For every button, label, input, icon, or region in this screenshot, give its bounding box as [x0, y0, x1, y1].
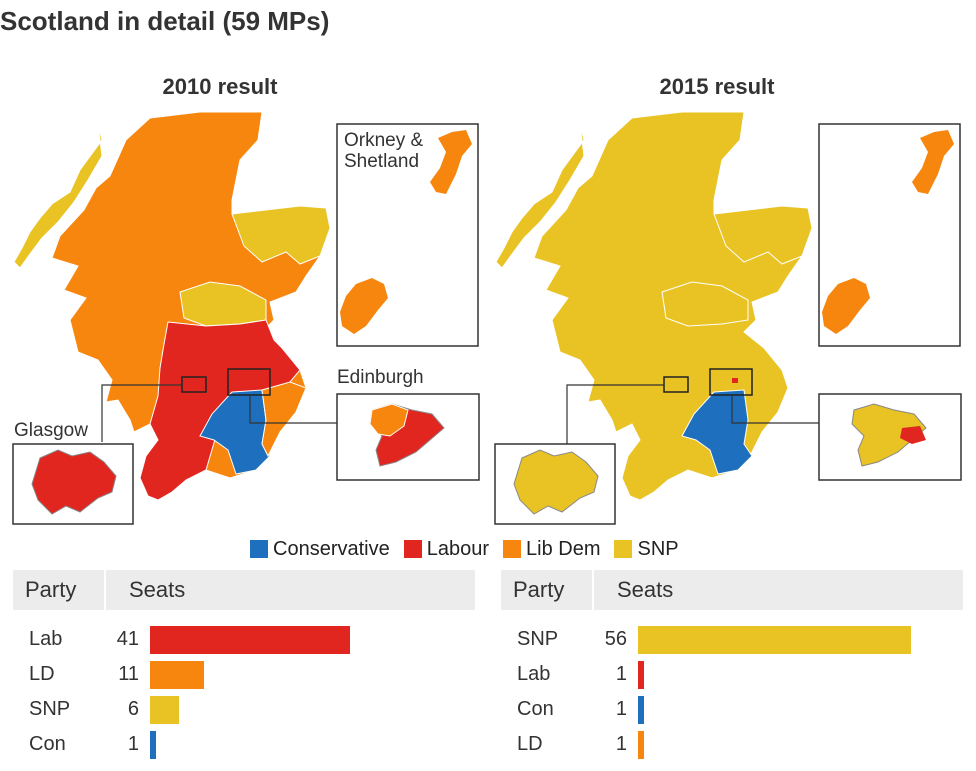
header-party: Party	[25, 577, 77, 602]
map-title-2015: 2015 result	[659, 74, 775, 99]
seats-bar	[638, 696, 644, 724]
row-seats: 56	[604, 628, 627, 650]
row-seats: 1	[615, 663, 627, 685]
page-title: Scotland in detail (59 MPs)	[0, 6, 330, 36]
legend-item-labour: Labour	[403, 537, 489, 561]
legend-swatch	[250, 540, 268, 558]
seats-bar	[150, 696, 180, 724]
table-row: Lab 41	[13, 624, 475, 654]
legend-swatch	[614, 540, 633, 558]
row-party: Lab	[29, 628, 63, 650]
row-seats: 1	[615, 733, 627, 755]
legend-item-snp: SNP	[614, 537, 679, 561]
row-seats: 6	[127, 698, 139, 720]
table-row: SNP 56	[501, 624, 963, 654]
legend-label: Conservative	[273, 537, 390, 560]
row-party: LD	[517, 733, 543, 755]
legend-label: SNP	[637, 537, 679, 560]
scotland-maps	[12, 111, 962, 525]
header-seats: Seats	[129, 577, 186, 602]
table-header: Party Seats	[501, 570, 963, 610]
edinburgh-label: Edinburgh	[337, 367, 424, 388]
row-party: SNP	[29, 698, 71, 720]
map-2015	[494, 111, 962, 525]
table-row: LD 1	[501, 729, 963, 759]
seats-bar	[150, 731, 156, 759]
row-seats: 1	[615, 698, 627, 720]
seats-table-2010: Party Seats Lab 41 LD 11 SNP 6 Con 1	[13, 570, 475, 759]
row-party: Con	[29, 733, 66, 755]
orkney-label-line2: Shetland	[344, 151, 420, 172]
row-party: Con	[517, 698, 554, 720]
header-party: Party	[513, 577, 565, 602]
row-party: LD	[29, 663, 55, 685]
table-row: Con 1	[13, 729, 475, 759]
legend-item-conservative: Conservative	[250, 538, 390, 561]
row-seats: 41	[116, 628, 139, 650]
legend-label: Labour	[426, 537, 489, 560]
seats-bar	[150, 661, 204, 689]
legend-label: Lib Dem	[526, 537, 601, 560]
seats-table-2015: Party Seats SNP 56 Lab 1 Con 1 LD 1	[501, 570, 963, 759]
row-seats: 1	[127, 733, 139, 755]
row-seats: 11	[118, 663, 139, 685]
legend: Conservative Labour Lib Dem SNP	[250, 536, 693, 562]
table-header: Party Seats	[13, 570, 475, 610]
table-row: Lab 1	[501, 659, 963, 689]
row-party: Lab	[517, 663, 551, 685]
row-party: SNP	[517, 628, 559, 650]
glasgow-label: Glasgow	[14, 420, 88, 441]
table-row: LD 11	[13, 659, 475, 689]
legend-item-libdem: Lib Dem	[503, 538, 600, 561]
orkney-shetland-label: Orkney & Shetland	[344, 130, 423, 172]
header-seats: Seats	[617, 577, 674, 602]
map-2010	[12, 111, 480, 525]
orkney-label-line1: Orkney &	[344, 130, 424, 151]
seats-bar	[638, 731, 644, 759]
seats-bar	[638, 661, 644, 689]
legend-swatch	[503, 540, 521, 558]
map-title-2010: 2010 result	[162, 74, 278, 99]
table-row: Con 1	[501, 694, 963, 724]
seats-bar	[150, 626, 350, 654]
legend-swatch	[403, 540, 422, 558]
seats-bar	[638, 626, 912, 654]
table-row: SNP 6	[13, 694, 475, 724]
